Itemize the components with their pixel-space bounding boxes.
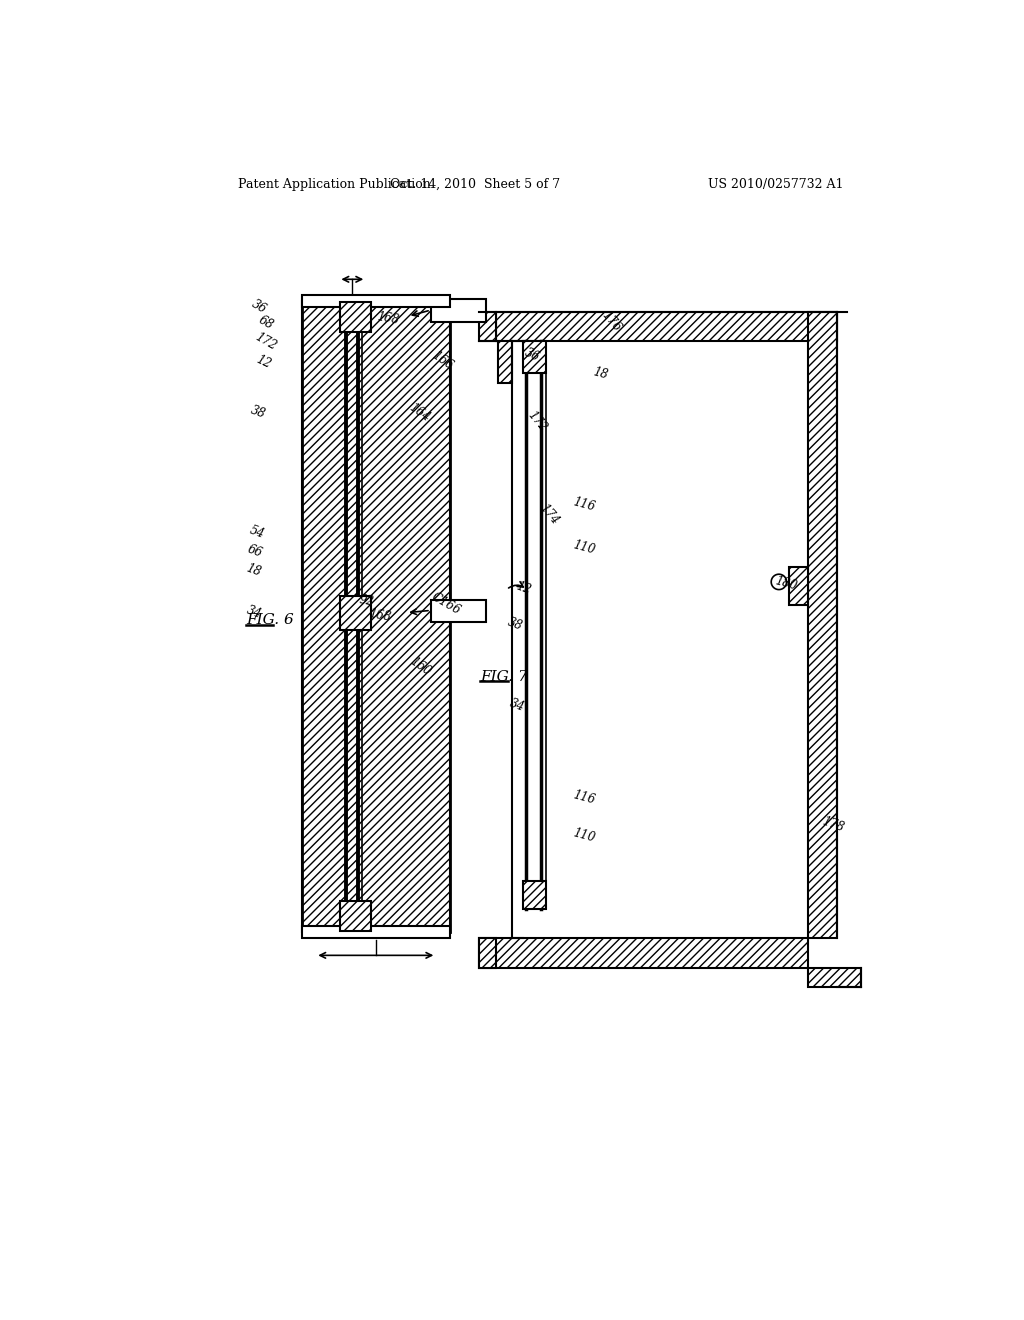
Text: 116: 116 — [571, 496, 596, 513]
Text: 12: 12 — [254, 354, 273, 371]
Bar — [498, 341, 512, 383]
Text: 110: 110 — [571, 826, 596, 845]
Text: 178: 178 — [819, 814, 845, 834]
Bar — [808, 968, 860, 987]
Text: 172: 172 — [252, 330, 279, 352]
Text: 12: 12 — [514, 579, 532, 597]
Text: 166: 166 — [429, 348, 456, 372]
Bar — [523, 882, 546, 909]
Text: 38: 38 — [249, 404, 267, 421]
Polygon shape — [771, 574, 786, 590]
Text: 38: 38 — [506, 615, 524, 632]
Bar — [301, 301, 451, 932]
Text: 168: 168 — [376, 310, 399, 327]
Text: 18: 18 — [244, 562, 262, 579]
Bar — [340, 302, 371, 331]
Bar — [340, 902, 371, 931]
Text: 168: 168 — [368, 607, 392, 624]
Bar — [301, 927, 451, 939]
Bar — [808, 312, 838, 939]
Text: C166: C166 — [429, 590, 463, 616]
Text: Oct. 14, 2010  Sheet 5 of 7: Oct. 14, 2010 Sheet 5 of 7 — [390, 178, 560, 191]
Bar — [788, 566, 808, 605]
Bar — [431, 298, 486, 322]
Bar — [301, 301, 451, 932]
Bar — [340, 595, 371, 630]
Text: 160: 160 — [408, 655, 433, 678]
Bar — [497, 312, 838, 341]
Text: 110: 110 — [571, 539, 596, 557]
Text: 92: 92 — [357, 594, 375, 609]
Text: 36: 36 — [250, 297, 269, 315]
Text: 34: 34 — [245, 605, 263, 622]
Text: FIG. 6: FIG. 6 — [246, 614, 294, 627]
Text: 176: 176 — [599, 308, 624, 334]
Text: 18: 18 — [591, 366, 609, 383]
Text: 68: 68 — [256, 314, 275, 333]
Text: 174: 174 — [538, 502, 561, 527]
Text: FIG. 7: FIG. 7 — [480, 669, 528, 684]
Bar — [479, 312, 497, 341]
Text: 116: 116 — [571, 788, 596, 807]
Text: 34: 34 — [508, 697, 526, 714]
Text: 36: 36 — [522, 346, 542, 364]
Text: 164: 164 — [407, 401, 432, 424]
Text: 66: 66 — [245, 543, 264, 560]
Text: US 2010/0257732 A1: US 2010/0257732 A1 — [708, 178, 844, 191]
Bar — [479, 939, 808, 968]
Text: 180: 180 — [773, 574, 799, 593]
Bar — [431, 601, 486, 622]
Text: 54: 54 — [248, 523, 266, 540]
Bar — [479, 939, 497, 968]
Bar — [301, 294, 451, 308]
Text: Patent Application Publication: Patent Application Publication — [239, 178, 431, 191]
Text: 172: 172 — [524, 409, 549, 434]
Bar — [523, 341, 546, 374]
